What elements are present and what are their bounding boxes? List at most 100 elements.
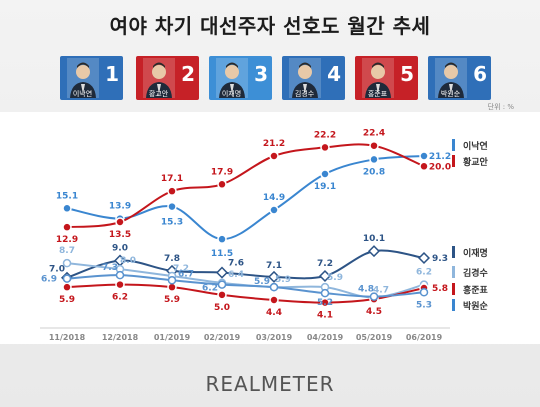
data-label: 7.1 <box>266 261 282 271</box>
data-label: 6.9 <box>41 275 57 285</box>
data-point <box>167 201 177 212</box>
data-point <box>419 161 429 172</box>
data-point <box>215 266 229 279</box>
data-point <box>320 297 330 308</box>
data-label: 21.2 <box>429 152 451 162</box>
data-label: 15.1 <box>56 191 78 201</box>
data-label: 13.5 <box>109 230 131 240</box>
unit-label: 단위 : % <box>487 103 514 111</box>
x-tick-label: 02/2019 <box>204 333 241 342</box>
data-label: 13.9 <box>109 202 131 212</box>
data-label: 12.9 <box>56 235 78 245</box>
data-label: 19.1 <box>314 182 336 192</box>
data-point <box>417 251 431 265</box>
x-tick-label: 04/2019 <box>307 333 344 342</box>
data-label: 7.0 <box>49 265 65 275</box>
person-photo-icon <box>143 58 175 98</box>
data-point <box>367 245 381 258</box>
data-label: 9.3 <box>432 254 448 264</box>
data-point <box>115 270 125 280</box>
legend-swatch <box>452 283 455 295</box>
x-tick-label: 06/2019 <box>406 333 443 342</box>
person-photo-icon <box>67 58 99 98</box>
candidate-name: 홍준표 <box>367 90 388 98</box>
data-label: 20.0 <box>429 162 451 172</box>
data-label: 4.7 <box>373 285 389 295</box>
data-point <box>217 290 227 300</box>
data-point <box>167 276 177 285</box>
chart-title: 여야 차기 대선주자 선호도 월간 추세 <box>109 14 431 38</box>
data-point <box>269 282 279 292</box>
data-label: 6.2 <box>416 268 432 278</box>
data-label: 5.8 <box>432 284 448 294</box>
data-point <box>62 258 72 268</box>
candidate-card-6: 6 박원순 <box>428 56 491 100</box>
legend-entry: 김경수 <box>463 267 488 279</box>
data-label: 6.2 <box>202 284 218 294</box>
person-photo-icon <box>216 58 248 98</box>
legend-swatch <box>452 266 455 278</box>
data-label: 21.2 <box>263 139 285 149</box>
data-point <box>62 222 72 232</box>
x-tick-label: 11/2018 <box>49 333 86 342</box>
candidate-number: 6 <box>473 62 487 86</box>
data-point <box>419 288 429 297</box>
data-label: 7.6 <box>228 259 244 269</box>
legend-entry: 홍준표 <box>463 284 489 296</box>
data-label: 8.0 <box>120 256 136 266</box>
data-point <box>269 151 279 161</box>
line-chart: 11/2018 12/2018 01/2019 02/2019 03/2019 04/20… <box>40 129 489 342</box>
data-label: 5.9 <box>254 277 270 287</box>
data-point <box>62 203 72 214</box>
data-label: 5.9 <box>59 295 75 305</box>
data-point <box>369 140 379 151</box>
data-label: 22.2 <box>314 130 336 140</box>
data-point <box>113 254 127 267</box>
brand-logo: REALMETER <box>205 372 335 396</box>
legend-swatch <box>452 155 455 167</box>
data-point <box>62 274 72 283</box>
x-tick-label: 05/2019 <box>356 333 393 342</box>
data-label: 4.4 <box>266 308 282 318</box>
data-label: 4.1 <box>317 311 333 321</box>
data-point <box>369 292 379 301</box>
data-point <box>320 142 330 153</box>
candidate-name: 이낙연 <box>72 90 93 98</box>
data-label: 8.7 <box>59 246 75 256</box>
legend-entry: 황교안 <box>463 156 489 168</box>
data-label: 7.2 <box>317 259 333 269</box>
legend-swatch <box>452 139 455 151</box>
candidate-number: 2 <box>181 62 195 86</box>
data-label: 4.5 <box>366 307 382 317</box>
legend-entry: 이낙연 <box>463 140 488 152</box>
data-point <box>62 282 72 292</box>
data-point <box>318 269 332 283</box>
data-label: 9.0 <box>112 244 128 254</box>
data-label: 14.9 <box>263 193 285 203</box>
x-tick-label: 01/2019 <box>154 333 191 342</box>
data-label: 10.1 <box>363 234 385 244</box>
candidate-name: 황교안 <box>148 90 169 98</box>
data-label: 22.4 <box>363 129 385 139</box>
candidate-number: 4 <box>327 62 341 86</box>
candidate-card-1: 1 이낙연 <box>60 56 123 100</box>
data-label: 20.8 <box>363 167 385 177</box>
data-label: 11.5 <box>211 249 233 259</box>
candidate-number: 3 <box>254 62 268 86</box>
candidate-card-3: 3 이재명 <box>209 56 272 100</box>
data-label: 5.9 <box>327 273 343 283</box>
x-tick-label: 12/2018 <box>102 333 139 342</box>
data-label: 5.9 <box>164 295 180 305</box>
person-photo-icon <box>362 58 394 98</box>
data-label: 7.3 <box>102 263 118 273</box>
data-point <box>115 279 125 290</box>
data-label: 6.2 <box>112 293 128 303</box>
candidate-number: 1 <box>105 62 119 86</box>
data-point <box>217 179 227 190</box>
legend-entry: 이재명 <box>463 247 488 259</box>
candidate-card-4: 4 김경수 <box>282 56 345 100</box>
candidate-name: 박원순 <box>440 90 461 98</box>
data-point <box>320 288 330 298</box>
plot-panel: 11/2018 12/2018 01/2019 02/2019 03/2019 04/20… <box>0 112 540 344</box>
